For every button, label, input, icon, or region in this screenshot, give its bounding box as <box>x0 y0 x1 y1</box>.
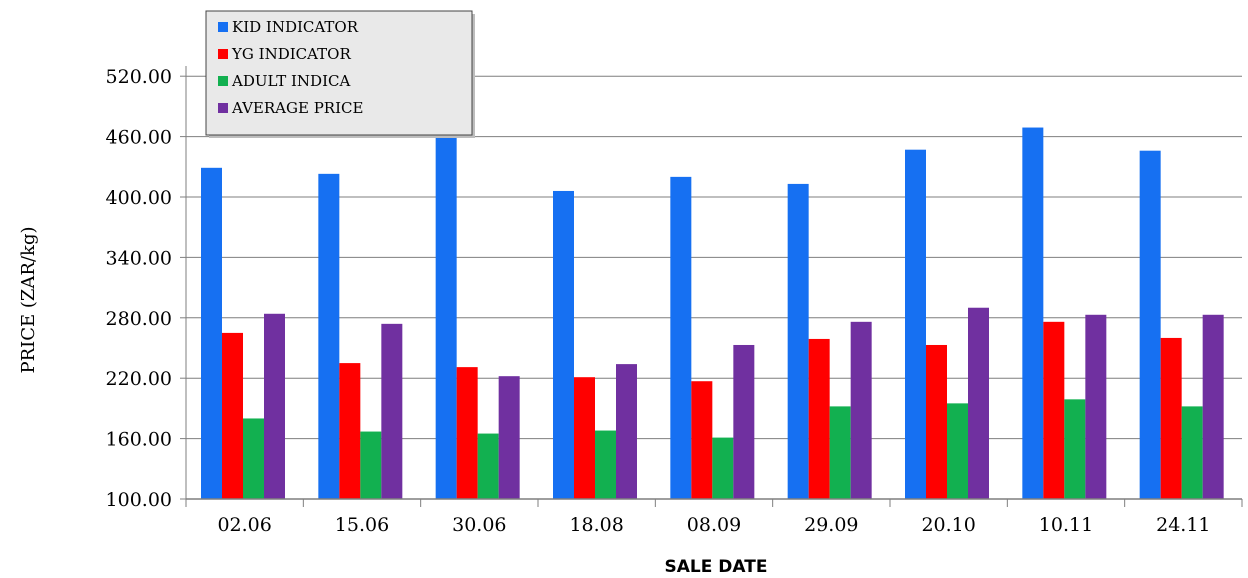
bars <box>201 127 1224 500</box>
bar <box>968 307 989 499</box>
y-axis-title: PRICE (ZAR/kg) <box>18 226 39 373</box>
bar <box>1043 321 1065 499</box>
y-tick-label: 400.00 <box>106 187 172 209</box>
legend-label: KID INDICATOR <box>232 18 359 36</box>
bar <box>264 313 285 499</box>
bar <box>435 131 457 500</box>
legend: KID INDICATOR YG INDICATOR ADULT INDICA AVE… <box>205 10 475 138</box>
y-tick-label: 100.00 <box>106 489 172 511</box>
bar <box>381 323 403 499</box>
bar <box>733 344 755 499</box>
bar <box>1202 314 1224 499</box>
bar <box>670 176 692 499</box>
x-tick-label: 02.06 <box>217 514 271 536</box>
bar <box>1181 406 1203 499</box>
bar <box>1064 399 1086 499</box>
legend-label: YG INDICATOR <box>231 45 351 63</box>
bar <box>1022 127 1044 499</box>
bar <box>616 364 637 499</box>
bar <box>201 167 222 499</box>
y-tick-label: 220.00 <box>106 368 172 390</box>
bar <box>808 338 830 499</box>
bar <box>829 406 851 499</box>
x-axis-title: SALE DATE <box>665 557 768 577</box>
bar <box>850 321 872 499</box>
bar <box>477 433 499 499</box>
bar <box>243 418 264 499</box>
bar <box>926 344 947 499</box>
y-tick-label: 520.00 <box>106 66 172 88</box>
legend-swatch <box>218 49 228 59</box>
x-tick-label: 24.11 <box>1156 514 1210 536</box>
x-tick-label: 10.11 <box>1039 514 1093 536</box>
bar <box>787 183 809 499</box>
x-tick-label: 20.10 <box>921 514 975 536</box>
bar <box>456 367 478 499</box>
bar <box>360 431 382 499</box>
bar <box>574 377 595 499</box>
bar <box>1160 337 1182 499</box>
axes <box>180 66 1243 507</box>
legend-box <box>205 10 473 136</box>
bar <box>498 376 520 499</box>
bar <box>947 403 968 499</box>
x-tick-label: 29.09 <box>804 514 858 536</box>
y-tick-labels: 100.00 160.00 220.00 280.00 340.00 400.00 460.… <box>106 66 172 511</box>
bar <box>553 190 574 499</box>
bar <box>318 173 340 499</box>
bar <box>905 149 926 500</box>
x-tick-label: 08.09 <box>687 514 741 536</box>
bar <box>595 430 616 499</box>
x-tick-label: 30.06 <box>452 514 506 536</box>
legend-label: ADULT INDICA <box>231 72 350 90</box>
bar <box>712 437 734 499</box>
bar <box>1085 314 1107 499</box>
x-tick-label: 18.08 <box>569 514 623 536</box>
x-tick-label: 15.06 <box>335 514 389 536</box>
y-tick-label: 280.00 <box>106 308 172 330</box>
legend-swatch <box>218 103 228 113</box>
y-tick-label: 340.00 <box>106 247 172 269</box>
x-tick-labels: 02.06 15.06 30.06 18.08 08.09 29.09 20.10 10.11… <box>217 514 1210 536</box>
legend-label: AVERAGE PRICE <box>231 99 363 117</box>
legend-swatch <box>218 22 228 32</box>
bar <box>222 332 243 499</box>
bar <box>691 381 713 499</box>
legend-swatch <box>218 76 228 86</box>
y-tick-label: 160.00 <box>106 429 172 451</box>
bar <box>1139 150 1161 499</box>
y-tick-label: 460.00 <box>106 127 172 149</box>
bar <box>339 363 361 499</box>
